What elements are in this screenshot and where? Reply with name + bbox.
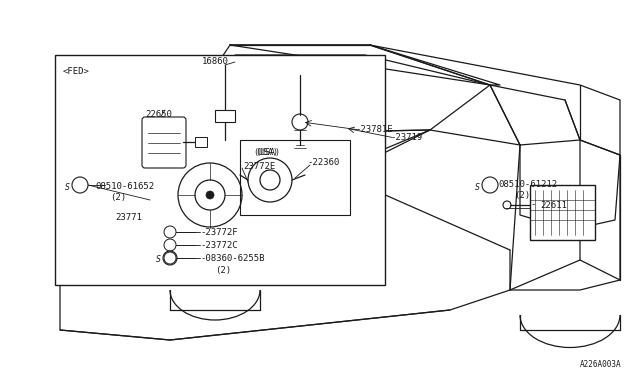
Text: (2): (2)	[215, 266, 231, 275]
Text: -23781E: -23781E	[355, 125, 392, 134]
Bar	[530, 185, 595, 240]
Text: (2): (2)	[110, 193, 126, 202]
Text: 08510-61652: 08510-61652	[95, 182, 154, 191]
Bar	[215, 110, 235, 122]
Text: (USA): (USA)	[255, 148, 280, 157]
Text: -23772F: -23772F	[200, 228, 237, 237]
Text: A226A003A: A226A003A	[580, 360, 621, 369]
Text: -23772C: -23772C	[200, 241, 237, 250]
Text: S: S	[65, 183, 70, 192]
Text: -23719: -23719	[390, 133, 422, 142]
Circle shape	[206, 191, 214, 199]
Text: -: -	[530, 200, 536, 209]
FancyBboxPatch shape	[142, 117, 186, 168]
Bar	[55, 55, 385, 285]
Text: -08360-6255B: -08360-6255B	[200, 254, 264, 263]
Text: S: S	[156, 256, 161, 264]
Bar	[240, 140, 350, 215]
Text: 23772E: 23772E	[243, 162, 275, 171]
Bar	[195, 137, 207, 147]
Text: 22611: 22611	[540, 201, 567, 210]
Text: 16860: 16860	[202, 57, 228, 66]
Text: <FED>: <FED>	[63, 67, 90, 76]
Text: 22650: 22650	[145, 110, 172, 119]
Text: (USA): (USA)	[253, 148, 278, 157]
Text: 23771: 23771	[115, 213, 142, 222]
Text: (2): (2)	[514, 191, 530, 200]
Text: 08510-61212: 08510-61212	[498, 180, 557, 189]
Text: -22360: -22360	[307, 158, 339, 167]
Text: S: S	[475, 183, 480, 192]
